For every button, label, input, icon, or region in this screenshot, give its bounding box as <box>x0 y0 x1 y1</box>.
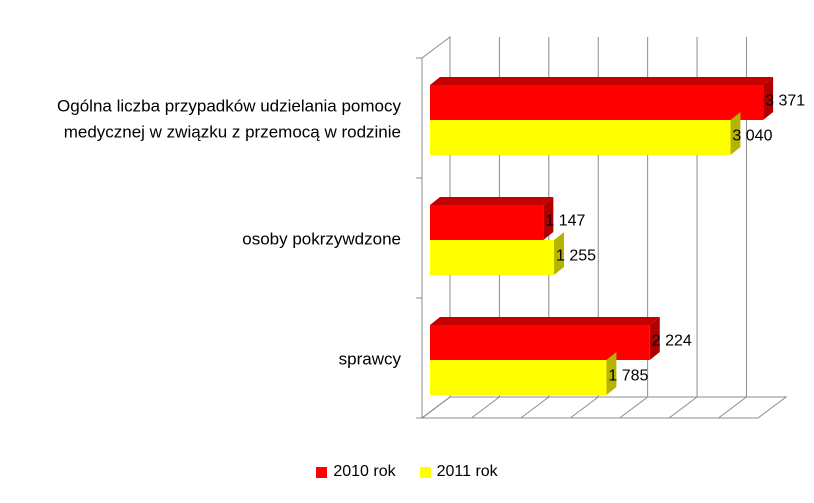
category-label-1-0: osoby pokrzywdzone <box>242 229 401 248</box>
legend-swatch-2010 <box>316 466 328 478</box>
bar-2-1 <box>430 360 607 395</box>
floor-gridline <box>471 396 500 419</box>
floor-gridline <box>619 396 648 419</box>
legend: 2010 rok 2011 rok <box>0 460 814 484</box>
floor <box>420 396 788 419</box>
bar-side-2-1 <box>606 352 617 395</box>
legend-label-2010: 2010 rok <box>333 463 396 480</box>
floor-gridline <box>668 396 698 419</box>
floor-gridline <box>421 396 451 419</box>
bar-side-1-1 <box>554 232 565 275</box>
category-label-0-1: medycznej w związku z przemocą w rodzini… <box>64 122 401 141</box>
bar-top-2-0 <box>430 317 660 325</box>
category-label-0-0: Ogólna liczba przypadków udzielania pomo… <box>57 96 401 115</box>
legend-item-2010: 2010 rok <box>316 463 396 481</box>
bars-layer <box>430 77 774 395</box>
data-label-1-0: 1 147 <box>545 213 585 230</box>
bar-chart: 3 371 3 040 Ogólna liczba przypadków udzie… <box>57 36 805 419</box>
bar-side-1-0 <box>543 197 554 240</box>
bar-2-0 <box>430 325 650 360</box>
bar-top-0-0 <box>430 77 774 85</box>
data-label-0-0: 3 371 <box>765 93 805 110</box>
floor-gridline <box>718 396 747 419</box>
bar-1-0 <box>430 205 544 240</box>
bar-side-0-1 <box>730 112 741 155</box>
data-label-0-1: 3 040 <box>732 128 772 145</box>
data-label-1-1: 1 255 <box>556 248 596 265</box>
floor-gridline <box>569 396 599 419</box>
bar-top-1-0 <box>430 197 554 205</box>
legend-item-2011: 2011 rok <box>419 463 498 481</box>
data-label-2-0: 2 224 <box>652 333 692 350</box>
legend-label-2011: 2011 rok <box>436 463 498 480</box>
bar-0-1 <box>430 120 731 155</box>
bar-0-0 <box>430 85 764 120</box>
bar-1-1 <box>430 240 555 275</box>
data-label-2-1: 1 785 <box>608 368 648 385</box>
floor-gridline <box>520 396 550 419</box>
labels-layer: 3 371 3 040 Ogólna liczba przypadków udzie… <box>57 93 805 385</box>
category-label-2-0: sprawcy <box>339 349 402 368</box>
legend-swatch-2011 <box>419 466 431 478</box>
bar-side-2-0 <box>649 317 660 360</box>
bar-side-0-0 <box>763 77 774 120</box>
